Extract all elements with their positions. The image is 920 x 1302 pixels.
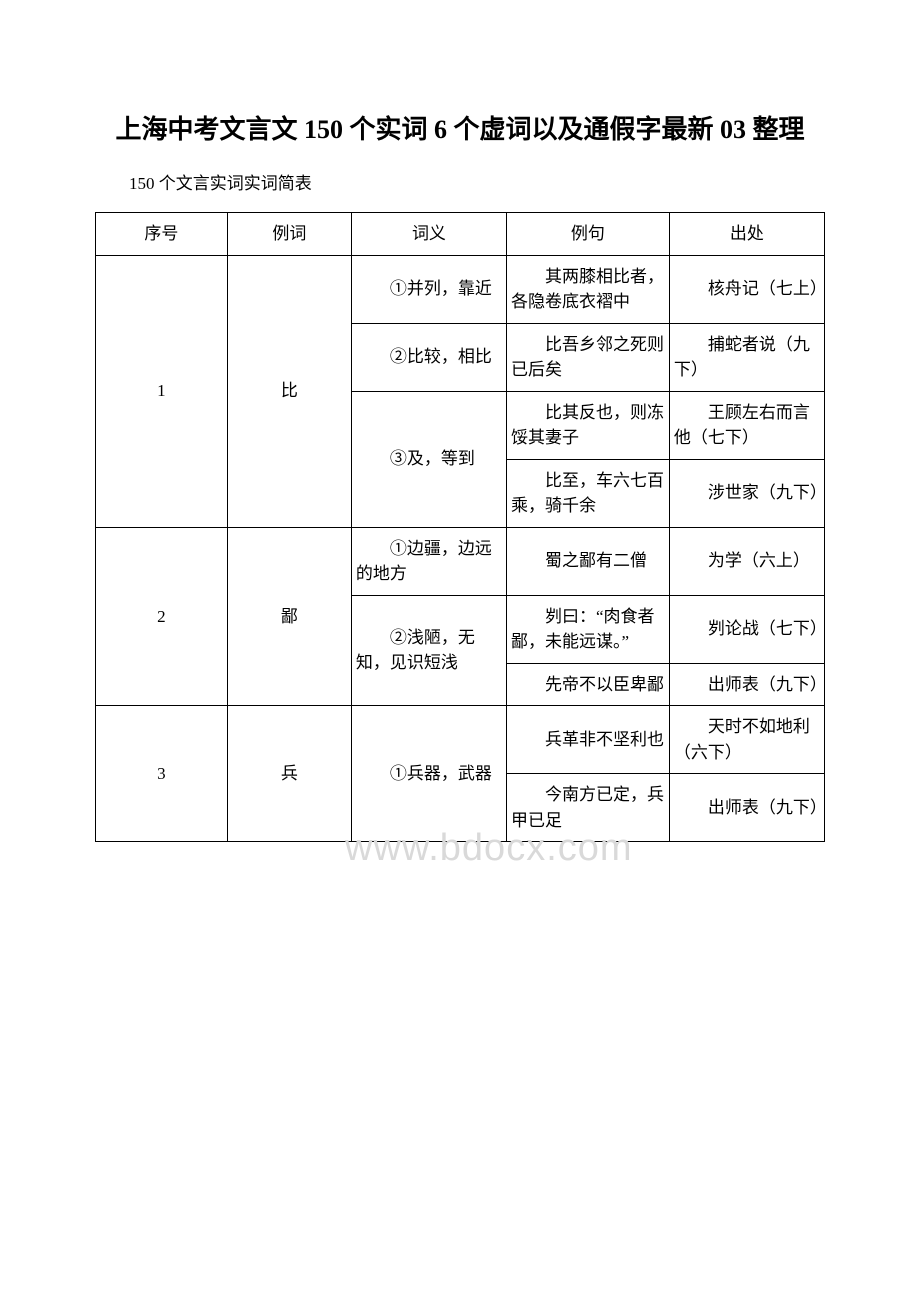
header-source: 出处 [669,213,824,256]
document-subtitle: 150 个文言实词实词简表 [95,169,825,194]
cell-example: 其两膝相比者，各隐卷底衣褶中 [507,255,670,323]
document-title: 上海中考文言文 150 个实词 6 个虚词以及通假字最新 03 整理 [95,110,825,149]
cell-example: 刿曰：“肉食者鄙，未能远谋。” [507,595,670,663]
cell-source: 为学（六上） [669,527,824,595]
cell-source: 捕蛇者说（九下） [669,323,824,391]
cell-word: 兵 [227,706,351,842]
cell-source: 出师表（九下） [669,663,824,706]
header-example: 例句 [507,213,670,256]
cell-source: 出师表（九下） [669,774,824,842]
cell-source: 涉世家（九下） [669,459,824,527]
cell-example: 比吾乡邻之死则已后矣 [507,323,670,391]
cell-word: 比 [227,255,351,527]
header-meaning: 词义 [351,213,506,256]
cell-example: 今南方已定，兵甲已足 [507,774,670,842]
cell-seq: 2 [96,527,228,706]
cell-meaning: ①并列，靠近 [351,255,506,323]
cell-meaning: ③及，等到 [351,391,506,527]
cell-source: 天时不如地利（六下） [669,706,824,774]
cell-source: 王顾左右而言他（七下） [669,391,824,459]
cell-example: 兵革非不坚利也 [507,706,670,774]
header-seq: 序号 [96,213,228,256]
cell-example: 先帝不以臣卑鄙 [507,663,670,706]
cell-meaning: ②比较，相比 [351,323,506,391]
cell-example: 比其反也，则冻馁其妻子 [507,391,670,459]
cell-seq: 1 [96,255,228,527]
vocab-table: 序号 例词 词义 例句 出处 1 比 ①并列，靠近 其两膝相比者，各隐卷底衣褶中… [95,212,825,842]
cell-source: 刿论战（七下） [669,595,824,663]
header-word: 例词 [227,213,351,256]
cell-meaning: ①兵器，武器 [351,706,506,842]
cell-meaning: ①边疆，边远的地方 [351,527,506,595]
cell-seq: 3 [96,706,228,842]
cell-source: 核舟记（七上） [669,255,824,323]
table-row: 1 比 ①并列，靠近 其两膝相比者，各隐卷底衣褶中 核舟记（七上） [96,255,825,323]
table-row: 3 兵 ①兵器，武器 兵革非不坚利也 天时不如地利（六下） [96,706,825,774]
table-row: 2 鄙 ①边疆，边远的地方 蜀之鄙有二僧 为学（六上） [96,527,825,595]
cell-example: 蜀之鄙有二僧 [507,527,670,595]
cell-example: 比至，车六七百乘，骑千余 [507,459,670,527]
table-header-row: 序号 例词 词义 例句 出处 [96,213,825,256]
cell-meaning: ②浅陋，无知，见识短浅 [351,595,506,706]
cell-word: 鄙 [227,527,351,706]
